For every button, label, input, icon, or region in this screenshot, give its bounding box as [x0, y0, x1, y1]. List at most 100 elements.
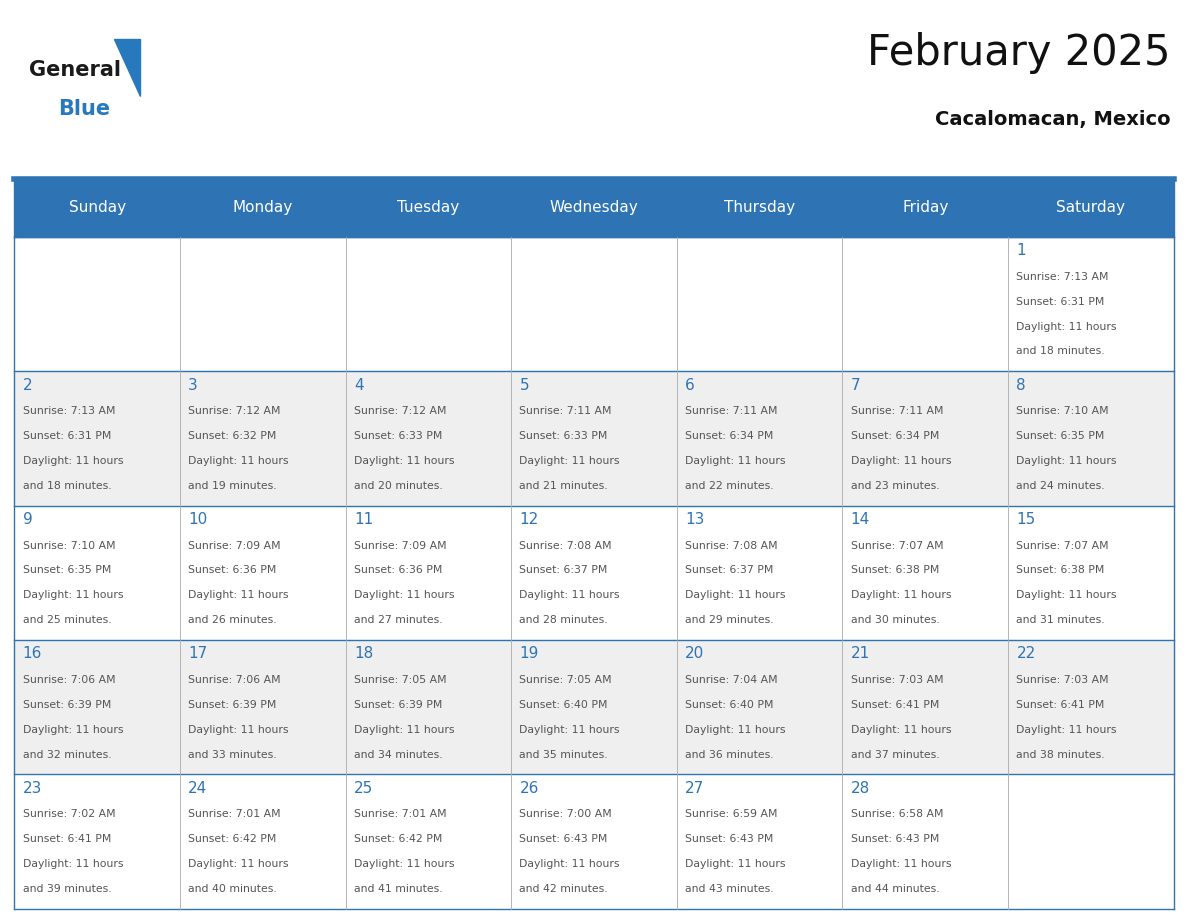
Text: Sunset: 6:36 PM: Sunset: 6:36 PM: [354, 565, 442, 576]
Text: Sunrise: 7:08 AM: Sunrise: 7:08 AM: [519, 541, 612, 551]
Text: Sunrise: 7:07 AM: Sunrise: 7:07 AM: [1017, 541, 1110, 551]
Text: 12: 12: [519, 512, 538, 527]
Text: and 39 minutes.: and 39 minutes.: [23, 884, 112, 894]
Text: and 18 minutes.: and 18 minutes.: [1017, 346, 1105, 356]
Bar: [14, 775, 1174, 909]
Text: and 18 minutes.: and 18 minutes.: [23, 481, 112, 491]
Text: 21: 21: [851, 646, 870, 662]
Text: Sunset: 6:41 PM: Sunset: 6:41 PM: [851, 700, 940, 710]
Text: Sunrise: 7:11 AM: Sunrise: 7:11 AM: [519, 406, 612, 416]
Text: Daylight: 11 hours: Daylight: 11 hours: [851, 590, 952, 600]
Text: Sunrise: 6:58 AM: Sunrise: 6:58 AM: [851, 810, 943, 820]
Text: 27: 27: [685, 781, 704, 796]
Text: Sunrise: 7:04 AM: Sunrise: 7:04 AM: [685, 675, 778, 685]
Text: Daylight: 11 hours: Daylight: 11 hours: [23, 859, 124, 869]
Text: 17: 17: [188, 646, 208, 662]
Text: Sunset: 6:42 PM: Sunset: 6:42 PM: [354, 834, 442, 845]
Text: Sunrise: 7:01 AM: Sunrise: 7:01 AM: [354, 810, 447, 820]
Text: Monday: Monday: [233, 200, 293, 216]
Text: and 43 minutes.: and 43 minutes.: [685, 884, 773, 894]
Text: and 44 minutes.: and 44 minutes.: [851, 884, 940, 894]
Text: Thursday: Thursday: [723, 200, 795, 216]
Polygon shape: [114, 39, 140, 96]
Text: Wednesday: Wednesday: [550, 200, 638, 216]
Text: 19: 19: [519, 646, 539, 662]
Bar: [14, 237, 1174, 371]
Text: and 41 minutes.: and 41 minutes.: [354, 884, 442, 894]
Text: and 22 minutes.: and 22 minutes.: [685, 481, 773, 491]
Text: Sunrise: 7:09 AM: Sunrise: 7:09 AM: [188, 541, 280, 551]
Text: Sunrise: 7:12 AM: Sunrise: 7:12 AM: [188, 406, 280, 416]
Text: Sunrise: 7:11 AM: Sunrise: 7:11 AM: [851, 406, 943, 416]
Text: Sunset: 6:36 PM: Sunset: 6:36 PM: [188, 565, 277, 576]
Text: Daylight: 11 hours: Daylight: 11 hours: [519, 724, 620, 734]
Bar: [14, 640, 1174, 775]
Text: Sunset: 6:43 PM: Sunset: 6:43 PM: [685, 834, 773, 845]
Text: February 2025: February 2025: [867, 32, 1170, 74]
Text: Sunset: 6:39 PM: Sunset: 6:39 PM: [23, 700, 110, 710]
Text: Sunset: 6:34 PM: Sunset: 6:34 PM: [685, 431, 773, 441]
Text: Daylight: 11 hours: Daylight: 11 hours: [354, 456, 454, 466]
Text: Sunrise: 7:10 AM: Sunrise: 7:10 AM: [23, 541, 115, 551]
Text: and 29 minutes.: and 29 minutes.: [685, 615, 773, 625]
Text: Sunset: 6:31 PM: Sunset: 6:31 PM: [1017, 297, 1105, 307]
Text: 24: 24: [188, 781, 208, 796]
Text: Sunset: 6:33 PM: Sunset: 6:33 PM: [519, 431, 608, 441]
Text: Daylight: 11 hours: Daylight: 11 hours: [1017, 321, 1117, 331]
Text: Sunrise: 7:05 AM: Sunrise: 7:05 AM: [519, 675, 612, 685]
Text: Daylight: 11 hours: Daylight: 11 hours: [519, 456, 620, 466]
Text: Daylight: 11 hours: Daylight: 11 hours: [685, 724, 785, 734]
Text: Friday: Friday: [902, 200, 948, 216]
Text: Sunset: 6:31 PM: Sunset: 6:31 PM: [23, 431, 110, 441]
Text: 16: 16: [23, 646, 42, 662]
Text: Sunrise: 7:02 AM: Sunrise: 7:02 AM: [23, 810, 115, 820]
Text: Sunset: 6:37 PM: Sunset: 6:37 PM: [685, 565, 773, 576]
Text: Sunset: 6:39 PM: Sunset: 6:39 PM: [188, 700, 277, 710]
Text: 14: 14: [851, 512, 870, 527]
Text: Daylight: 11 hours: Daylight: 11 hours: [188, 590, 289, 600]
Text: Sunset: 6:40 PM: Sunset: 6:40 PM: [519, 700, 608, 710]
Text: Sunrise: 7:03 AM: Sunrise: 7:03 AM: [851, 675, 943, 685]
Text: Sunrise: 7:05 AM: Sunrise: 7:05 AM: [354, 675, 447, 685]
Text: Daylight: 11 hours: Daylight: 11 hours: [519, 859, 620, 869]
Text: Daylight: 11 hours: Daylight: 11 hours: [685, 456, 785, 466]
Text: and 30 minutes.: and 30 minutes.: [851, 615, 940, 625]
Text: Sunrise: 7:06 AM: Sunrise: 7:06 AM: [188, 675, 280, 685]
Text: 6: 6: [685, 377, 695, 393]
Text: 9: 9: [23, 512, 32, 527]
Text: Sunrise: 7:06 AM: Sunrise: 7:06 AM: [23, 675, 115, 685]
Text: Blue: Blue: [58, 99, 110, 119]
Text: Sunset: 6:40 PM: Sunset: 6:40 PM: [685, 700, 773, 710]
Text: General: General: [29, 60, 120, 80]
Text: and 28 minutes.: and 28 minutes.: [519, 615, 608, 625]
Text: Daylight: 11 hours: Daylight: 11 hours: [519, 590, 620, 600]
Text: and 32 minutes.: and 32 minutes.: [23, 750, 112, 759]
Text: Sunset: 6:35 PM: Sunset: 6:35 PM: [1017, 431, 1105, 441]
Text: Sunrise: 7:12 AM: Sunrise: 7:12 AM: [354, 406, 447, 416]
Text: Daylight: 11 hours: Daylight: 11 hours: [685, 590, 785, 600]
Text: Sunrise: 7:09 AM: Sunrise: 7:09 AM: [354, 541, 447, 551]
Text: Sunset: 6:39 PM: Sunset: 6:39 PM: [354, 700, 442, 710]
Bar: [14, 371, 1174, 506]
Text: Daylight: 11 hours: Daylight: 11 hours: [354, 590, 454, 600]
Text: 20: 20: [685, 646, 704, 662]
Text: Sunrise: 7:13 AM: Sunrise: 7:13 AM: [23, 406, 115, 416]
Text: Daylight: 11 hours: Daylight: 11 hours: [851, 724, 952, 734]
Text: Sunset: 6:32 PM: Sunset: 6:32 PM: [188, 431, 277, 441]
Text: 5: 5: [519, 377, 529, 393]
Text: Daylight: 11 hours: Daylight: 11 hours: [354, 859, 454, 869]
Text: and 23 minutes.: and 23 minutes.: [851, 481, 940, 491]
Text: and 24 minutes.: and 24 minutes.: [1017, 481, 1105, 491]
Text: and 37 minutes.: and 37 minutes.: [851, 750, 940, 759]
Text: Daylight: 11 hours: Daylight: 11 hours: [1017, 456, 1117, 466]
Text: Sunrise: 7:08 AM: Sunrise: 7:08 AM: [685, 541, 778, 551]
Text: 25: 25: [354, 781, 373, 796]
Text: Sunrise: 7:07 AM: Sunrise: 7:07 AM: [851, 541, 943, 551]
Text: Sunset: 6:42 PM: Sunset: 6:42 PM: [188, 834, 277, 845]
Text: and 36 minutes.: and 36 minutes.: [685, 750, 773, 759]
Text: Sunset: 6:34 PM: Sunset: 6:34 PM: [851, 431, 940, 441]
Text: Sunset: 6:41 PM: Sunset: 6:41 PM: [23, 834, 110, 845]
Text: and 40 minutes.: and 40 minutes.: [188, 884, 277, 894]
Text: Sunset: 6:37 PM: Sunset: 6:37 PM: [519, 565, 608, 576]
Text: Sunrise: 7:13 AM: Sunrise: 7:13 AM: [1017, 272, 1108, 282]
